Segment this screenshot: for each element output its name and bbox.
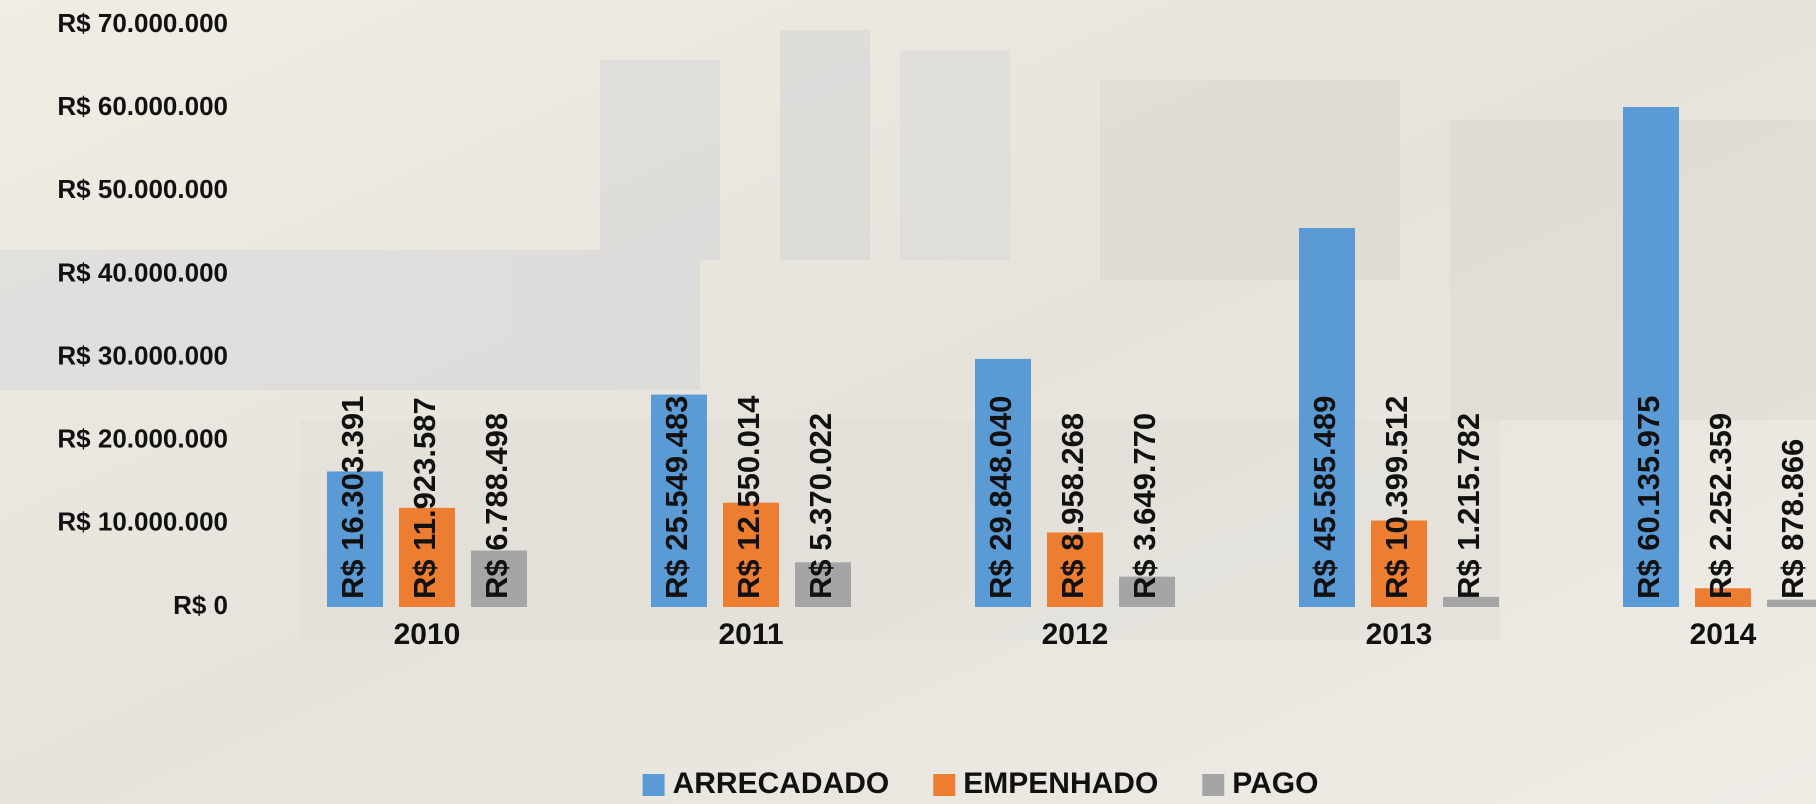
legend-label: ARRECADADO	[673, 767, 890, 800]
data-label: R$ 5.370.022	[803, 413, 838, 599]
data-label: R$ 10.399.512	[1379, 396, 1414, 599]
legend-label: EMPENHADO	[963, 767, 1158, 800]
chart: R$ 0 R$ 10.000.000 R$ 20.000.000 R$ 30.000.…	[0, 0, 1816, 804]
x-tick-label: 2014	[1690, 618, 1757, 651]
data-label: R$ 2.252.359	[1703, 413, 1738, 599]
y-tick-label: R$ 10.000.000	[57, 507, 228, 537]
data-label: R$ 25.549.483	[659, 396, 694, 599]
data-label: R$ 16.303.391	[335, 396, 370, 599]
y-tick-label: R$ 0	[173, 590, 228, 620]
data-label: R$ 6.788.498	[479, 413, 514, 599]
legend-label: PAGO	[1232, 767, 1318, 800]
y-tick-label: R$ 60.000.000	[57, 91, 228, 121]
y-tick-label: R$ 40.000.000	[57, 257, 228, 287]
y-tick-label: R$ 20.000.000	[57, 424, 228, 454]
data-label: R$ 3.649.770	[1127, 413, 1162, 599]
x-tick-label: 2013	[1366, 618, 1433, 651]
legend-swatch	[933, 774, 955, 796]
x-tick-label: 2012	[1042, 618, 1109, 651]
legend-swatch	[643, 774, 665, 796]
legend-swatch	[1202, 774, 1224, 796]
data-label: R$ 60.135.975	[1631, 396, 1666, 599]
data-label: R$ 45.585.489	[1307, 396, 1342, 599]
x-tick-label: 2010	[394, 618, 461, 651]
y-tick-label: R$ 50.000.000	[57, 174, 228, 204]
x-tick-label: 2011	[718, 618, 783, 651]
y-tick-label: R$ 30.000.000	[57, 340, 228, 370]
data-label: R$ 12.550.014	[731, 395, 766, 599]
data-label: R$ 878.866	[1775, 439, 1810, 599]
bar	[1767, 600, 1816, 607]
data-label: R$ 8.958.268	[1055, 413, 1090, 599]
y-tick-label: R$ 70.000.000	[57, 8, 228, 38]
data-label: R$ 1.215.782	[1451, 413, 1486, 599]
data-label: R$ 29.848.040	[983, 396, 1018, 599]
data-label: R$ 11.923.587	[407, 397, 442, 599]
